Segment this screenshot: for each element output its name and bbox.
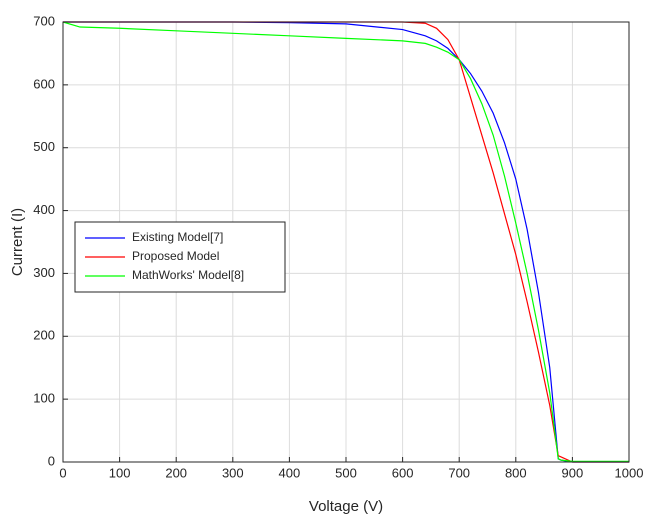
y-axis-label: Current (I) (9, 208, 26, 276)
y-tick-label: 600 (33, 76, 55, 91)
y-tick-label: 200 (33, 328, 55, 343)
y-tick-label: 300 (33, 265, 55, 280)
x-tick-label: 700 (448, 465, 470, 480)
x-tick-label: 0 (59, 465, 66, 480)
x-axis-label: Voltage (V) (309, 498, 383, 515)
plot-frame (62, 21, 630, 463)
series-line (62, 21, 629, 462)
legend-label: MathWorks' Model[8] (132, 268, 244, 282)
x-tick-label: 400 (279, 465, 301, 480)
x-tick-label: 600 (392, 465, 414, 480)
x-tick-label: 800 (505, 465, 527, 480)
y-tick-label: 400 (33, 202, 55, 217)
x-tick-label: 900 (562, 465, 584, 480)
x-tick-label: 200 (165, 465, 187, 480)
x-tick-label: 1000 (615, 465, 644, 480)
x-tick-label: 100 (109, 465, 131, 480)
y-tick-label: 500 (33, 139, 55, 154)
y-tick-label: 100 (33, 391, 55, 406)
legend-label: Proposed Model (132, 249, 219, 263)
legend-label: Existing Model[7] (132, 230, 223, 244)
x-tick-label: 500 (335, 465, 357, 480)
y-tick-label: 700 (33, 13, 55, 28)
x-tick-label: 300 (222, 465, 244, 480)
y-tick-label: 0 (48, 453, 55, 468)
